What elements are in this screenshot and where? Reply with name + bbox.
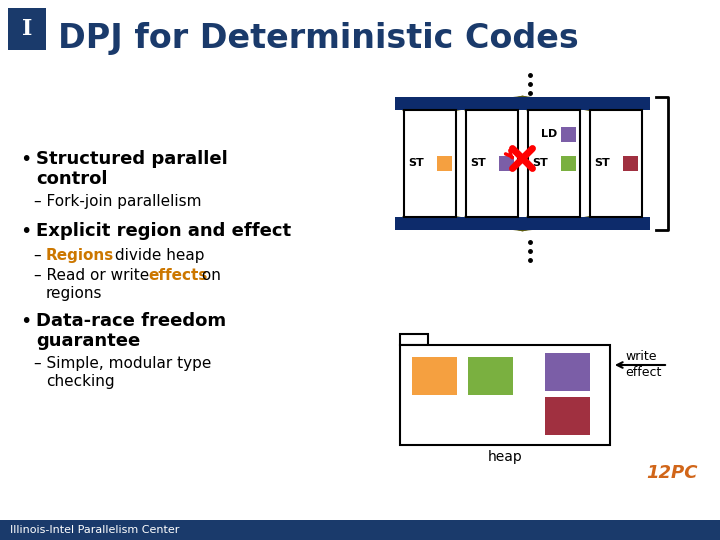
Text: ST: ST [595, 159, 611, 168]
Text: Illinois-Intel Parallelism Center: Illinois-Intel Parallelism Center [10, 525, 179, 535]
Bar [8, 8, 46, 50]
Text: DPJ for Deterministic Codes: DPJ for Deterministic Codes [58, 22, 579, 55]
Text: ST: ST [470, 159, 486, 168]
Bar [590, 110, 642, 217]
Bar [466, 110, 518, 217]
Bar [498, 156, 513, 171]
Bar [545, 353, 590, 391]
Bar [545, 397, 590, 435]
Text: effects: effects [148, 268, 207, 283]
Bar [0, 520, 720, 540]
Text: Data-race freedom: Data-race freedom [36, 312, 226, 330]
Text: Regions: Regions [46, 248, 114, 263]
Text: •: • [20, 312, 32, 331]
Bar [468, 357, 513, 395]
Bar [436, 156, 451, 171]
Bar [403, 110, 456, 217]
Text: LD: LD [541, 129, 557, 139]
Text: I: I [22, 18, 32, 40]
Bar [560, 126, 575, 141]
Text: ST: ST [408, 159, 424, 168]
Bar [412, 357, 457, 395]
Text: – Simple, modular type: – Simple, modular type [34, 356, 212, 371]
Text: Explicit region and effect: Explicit region and effect [36, 222, 291, 240]
Text: – Read or write: – Read or write [34, 268, 154, 283]
Text: ST: ST [533, 159, 548, 168]
Bar [395, 217, 650, 230]
Text: 12PC: 12PC [647, 464, 698, 482]
Bar [528, 110, 580, 217]
Bar [560, 156, 575, 171]
Text: heap: heap [487, 450, 523, 464]
Text: •: • [20, 222, 32, 241]
Text: regions: regions [46, 286, 102, 301]
Text: guarantee: guarantee [36, 332, 140, 350]
Text: divide heap: divide heap [110, 248, 204, 263]
Text: •: • [20, 150, 32, 169]
Text: checking: checking [46, 374, 114, 389]
Bar [395, 97, 650, 110]
Text: –: – [34, 248, 47, 263]
Bar [400, 345, 610, 445]
Text: write
effect: write effect [625, 350, 662, 380]
Text: – Fork-join parallelism: – Fork-join parallelism [34, 194, 202, 209]
Text: on: on [197, 268, 221, 283]
Text: Structured parallel: Structured parallel [36, 150, 228, 168]
Polygon shape [400, 334, 428, 345]
Text: control: control [36, 170, 107, 188]
Bar [623, 156, 637, 171]
